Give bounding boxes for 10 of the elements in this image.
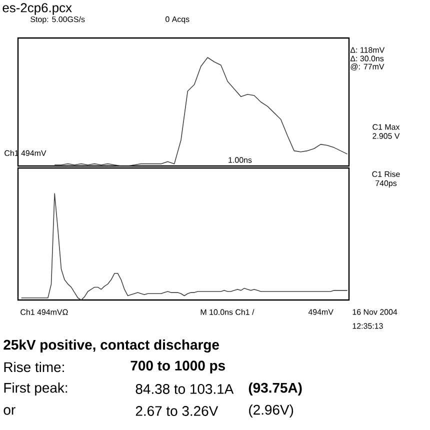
text: (2.96V) xyxy=(249,404,294,418)
text: Rise time: xyxy=(4,362,64,372)
text: 84.38 to 103.1A xyxy=(136,384,234,394)
text: First peak: xyxy=(4,382,68,396)
text: or xyxy=(4,407,16,415)
text: 25kV positive, contact discharge xyxy=(4,339,219,353)
text: (93.75A) xyxy=(248,382,302,396)
text: 700 to 1000 ps xyxy=(130,360,225,374)
text: 2.67 to 3.26V xyxy=(136,406,218,416)
chart-title: es-2cp6.pcx xyxy=(2,3,72,15)
